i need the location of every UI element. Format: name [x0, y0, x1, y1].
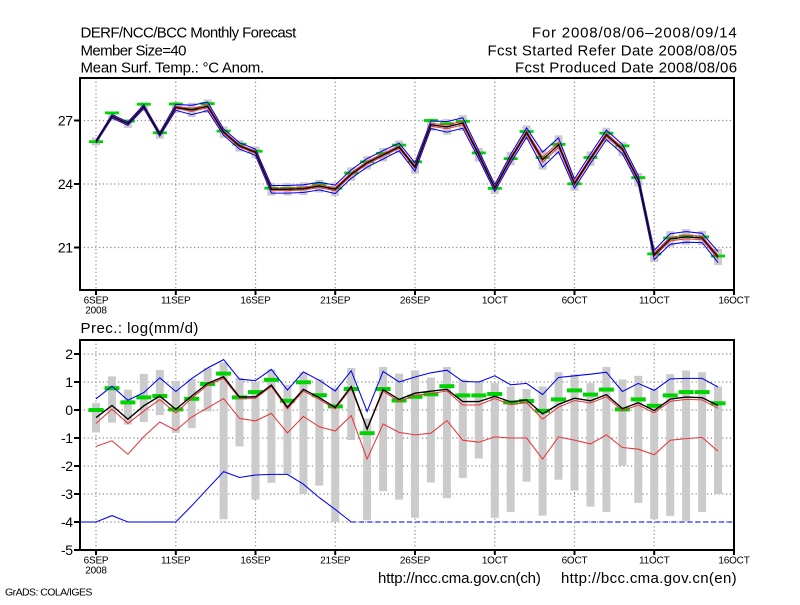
svg-text:11SEP: 11SEP	[161, 556, 191, 567]
svg-text:-2: -2	[61, 458, 73, 474]
svg-text:Fcst Started Refer Date 2008/0: Fcst Started Refer Date 2008/08/05	[487, 43, 737, 60]
svg-text:Fcst Produced Date 2008/08/06: Fcst Produced Date 2008/08/06	[515, 60, 738, 77]
svg-text:-3: -3	[61, 486, 73, 502]
svg-text:1: 1	[65, 374, 73, 390]
svg-text:Member Size=40: Member Size=40	[81, 43, 187, 60]
svg-text:6OCT: 6OCT	[562, 556, 588, 567]
svg-text:For 2008/08/06–2008/09/14: For 2008/08/06–2008/09/14	[532, 25, 738, 42]
svg-text:DERF/NCC/BCC Monthly Forecast: DERF/NCC/BCC Monthly Forecast	[81, 25, 298, 42]
svg-text:1OCT: 1OCT	[482, 556, 508, 567]
svg-text:2008: 2008	[85, 566, 107, 577]
svg-text:Mean Surf. Temp.: °C Anom.: Mean Surf. Temp.: °C Anom.	[81, 60, 264, 77]
svg-text:6OCT: 6OCT	[562, 296, 588, 307]
svg-text:16OCT: 16OCT	[718, 556, 749, 567]
svg-text:21SEP: 21SEP	[320, 556, 351, 567]
svg-text:1OCT: 1OCT	[482, 296, 508, 307]
svg-text:11OCT: 11OCT	[639, 296, 670, 307]
svg-text:11OCT: 11OCT	[639, 556, 670, 567]
svg-text:-5: -5	[61, 542, 73, 558]
svg-text:6SEP: 6SEP	[84, 296, 109, 307]
svg-text:11SEP: 11SEP	[161, 296, 191, 307]
svg-text:-1: -1	[61, 430, 73, 446]
svg-text:26SEP: 26SEP	[400, 556, 431, 567]
svg-text:GrADS: COLA/IGES: GrADS: COLA/IGES	[5, 587, 92, 599]
svg-text:Prec.: log(mm/d): Prec.: log(mm/d)	[81, 320, 199, 337]
svg-text:-4: -4	[61, 514, 73, 530]
svg-text:24: 24	[58, 176, 73, 192]
svg-text:2008: 2008	[85, 306, 107, 317]
svg-text:26SEP: 26SEP	[400, 296, 431, 307]
svg-text:http://ncc.cma.gov.cn(ch): http://ncc.cma.gov.cn(ch)	[378, 570, 541, 587]
svg-text:21: 21	[58, 240, 73, 256]
svg-text:16SEP: 16SEP	[240, 556, 271, 567]
svg-text:6SEP: 6SEP	[84, 556, 109, 567]
svg-text:0: 0	[65, 402, 73, 418]
svg-text:21SEP: 21SEP	[320, 296, 351, 307]
svg-text:27: 27	[58, 113, 73, 129]
svg-text:http://bcc.cma.gov.cn(en): http://bcc.cma.gov.cn(en)	[561, 570, 737, 587]
svg-text:2: 2	[65, 346, 73, 362]
svg-text:16OCT: 16OCT	[718, 296, 749, 307]
svg-text:16SEP: 16SEP	[240, 296, 271, 307]
